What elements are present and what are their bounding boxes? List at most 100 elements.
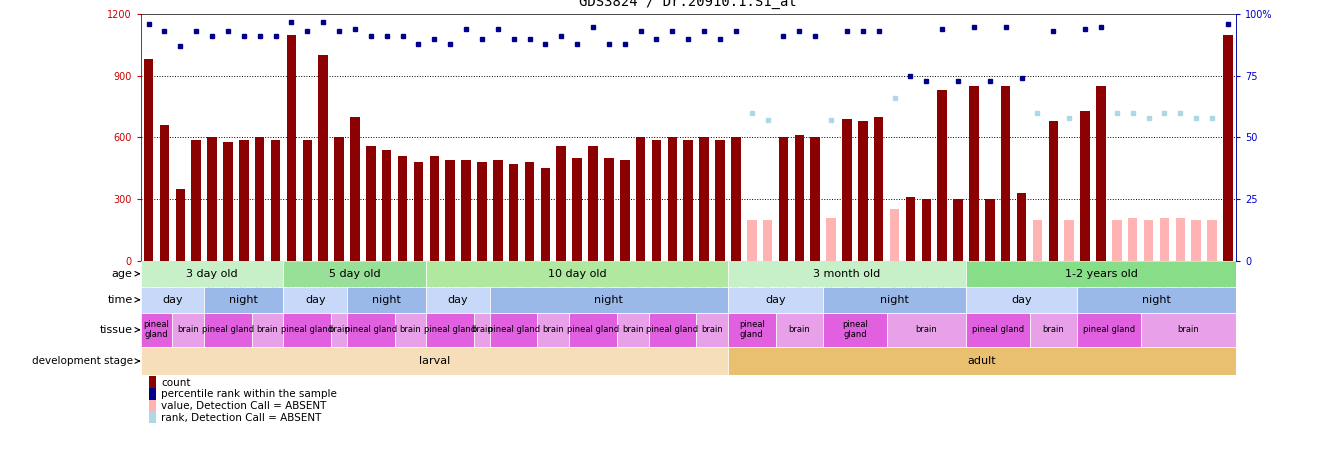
Text: brain: brain [702, 325, 723, 334]
Text: brain: brain [177, 325, 200, 334]
Bar [1160, 218, 1169, 261]
Bar [588, 146, 597, 261]
Text: 3 day old: 3 day old [186, 269, 238, 279]
Bar [426, 287, 490, 313]
Bar [1127, 218, 1137, 261]
Bar [728, 287, 823, 313]
Text: age: age [111, 269, 133, 279]
Bar [141, 261, 284, 287]
Bar [335, 137, 344, 261]
Text: night: night [372, 295, 402, 305]
Bar [890, 210, 900, 261]
Bar [969, 86, 979, 261]
Text: brain: brain [257, 325, 279, 334]
Bar [395, 313, 426, 347]
Bar [763, 219, 773, 261]
Bar [1077, 313, 1141, 347]
Bar [728, 313, 775, 347]
Text: pineal gland: pineal gland [566, 325, 619, 334]
Bar [1002, 86, 1011, 261]
Bar [349, 117, 360, 261]
Text: brain: brain [1177, 325, 1200, 334]
Text: pineal
gland: pineal gland [739, 320, 765, 339]
Bar [715, 139, 724, 261]
Bar [965, 313, 1030, 347]
Text: pineal gland: pineal gland [281, 325, 333, 334]
Bar [270, 139, 280, 261]
Bar [204, 313, 252, 347]
Text: night: night [880, 295, 909, 305]
Bar [648, 313, 696, 347]
Bar [652, 139, 661, 261]
Bar [537, 313, 569, 347]
Bar [826, 218, 836, 261]
Bar [953, 199, 963, 261]
Bar [224, 142, 233, 261]
Bar [541, 168, 550, 261]
Bar [490, 287, 728, 313]
Bar [204, 287, 284, 313]
Bar [905, 197, 916, 261]
Bar [965, 261, 1236, 287]
Bar [252, 313, 284, 347]
Bar [446, 160, 455, 261]
Bar [1077, 287, 1236, 313]
Bar [1065, 219, 1074, 261]
Text: GDS3824 / Dr.20910.1.S1_at: GDS3824 / Dr.20910.1.S1_at [580, 0, 797, 9]
Bar [149, 376, 157, 389]
Text: pineal gland: pineal gland [972, 325, 1024, 334]
Text: day: day [766, 295, 786, 305]
Text: 1-2 years old: 1-2 years old [1065, 269, 1137, 279]
Text: 10 day old: 10 day old [548, 269, 607, 279]
Bar [284, 261, 426, 287]
Text: time: time [107, 295, 133, 305]
Bar [986, 199, 995, 261]
Bar [572, 158, 582, 261]
Text: brain: brain [1043, 325, 1065, 334]
Bar [414, 162, 423, 261]
Bar [366, 146, 375, 261]
Text: brain: brain [471, 325, 493, 334]
Bar [699, 137, 708, 261]
Bar [1144, 219, 1153, 261]
Text: 5 day old: 5 day old [329, 269, 380, 279]
Bar [620, 160, 629, 261]
Text: brain: brain [399, 325, 422, 334]
Text: brain: brain [328, 325, 349, 334]
Bar [303, 139, 312, 261]
Bar [284, 287, 347, 313]
Bar [143, 59, 153, 261]
Text: pineal gland: pineal gland [647, 325, 699, 334]
Text: brain: brain [621, 325, 644, 334]
Text: pineal
gland: pineal gland [842, 320, 868, 339]
Bar [254, 137, 264, 261]
Bar [490, 313, 537, 347]
Bar [1032, 219, 1042, 261]
Bar [398, 156, 407, 261]
Text: value, Detection Call = ABSENT: value, Detection Call = ABSENT [161, 401, 327, 411]
Bar [668, 137, 678, 261]
Text: pineal gland: pineal gland [1083, 325, 1135, 334]
Bar [347, 313, 395, 347]
Bar [886, 313, 965, 347]
Text: night: night [229, 295, 258, 305]
Bar [1224, 35, 1233, 261]
Bar [461, 160, 471, 261]
Bar [208, 137, 217, 261]
Text: development stage: development stage [32, 356, 133, 366]
Bar [683, 139, 694, 261]
Text: pineal gland: pineal gland [202, 325, 254, 334]
Text: brain: brain [789, 325, 810, 334]
Bar [1016, 193, 1027, 261]
Bar [493, 160, 502, 261]
Bar [636, 137, 645, 261]
Bar [426, 313, 474, 347]
Bar [779, 137, 789, 261]
Text: rank, Detection Call = ABSENT: rank, Detection Call = ABSENT [161, 413, 321, 423]
Bar [141, 347, 728, 375]
Bar [604, 158, 613, 261]
Bar [1141, 313, 1236, 347]
Bar [874, 117, 884, 261]
Bar [1048, 121, 1058, 261]
Bar [426, 261, 728, 287]
